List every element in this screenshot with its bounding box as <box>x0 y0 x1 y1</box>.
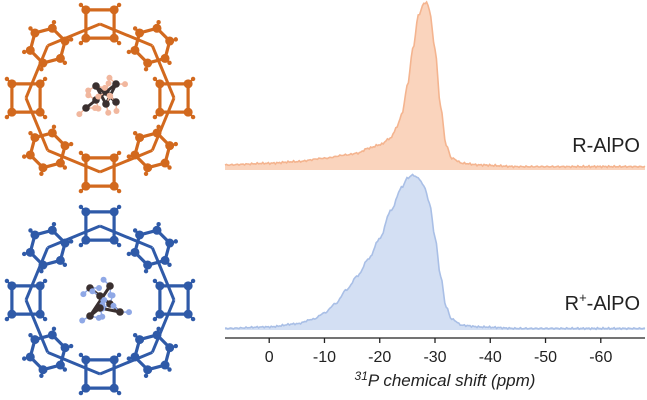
x-tick-label: -20 <box>368 349 391 366</box>
nmr-spectra <box>224 0 646 331</box>
series-label: R-AlPO <box>572 135 640 157</box>
spectrum-line <box>224 173 646 331</box>
framework-structures <box>4 2 196 396</box>
x-axis: 0 -10 -20 -30 -40 -50 -60 31P chemical shift (… <box>225 337 645 390</box>
x-axis-title-sup: 31 <box>355 369 368 383</box>
spectrum-line <box>224 0 646 169</box>
x-tick-label: -50 <box>534 349 557 366</box>
x-axis-tick-labels: 0 -10 -20 -30 -40 -50 -60 <box>265 349 613 366</box>
x-axis-ticks <box>268 338 602 343</box>
x-tick-label: -60 <box>589 349 612 366</box>
framework-2 <box>4 204 196 396</box>
guest-molecule <box>79 276 132 324</box>
series-labels: R-AlPO R+-AlPO <box>565 135 640 315</box>
spectrum-area <box>225 174 645 330</box>
x-tick-label: -40 <box>479 349 502 366</box>
x-axis-title-text: P chemical shift (ppm) <box>368 371 536 390</box>
x-tick-label: -30 <box>423 349 446 366</box>
guest-molecule <box>76 74 128 118</box>
framework-1 <box>4 2 196 194</box>
x-axis-title: 31P chemical shift (ppm) <box>355 369 536 390</box>
spectrum-area <box>225 2 645 170</box>
x-tick-label: -10 <box>313 349 336 366</box>
series-label: R+-AlPO <box>565 290 640 315</box>
x-tick-label: 0 <box>265 349 274 366</box>
